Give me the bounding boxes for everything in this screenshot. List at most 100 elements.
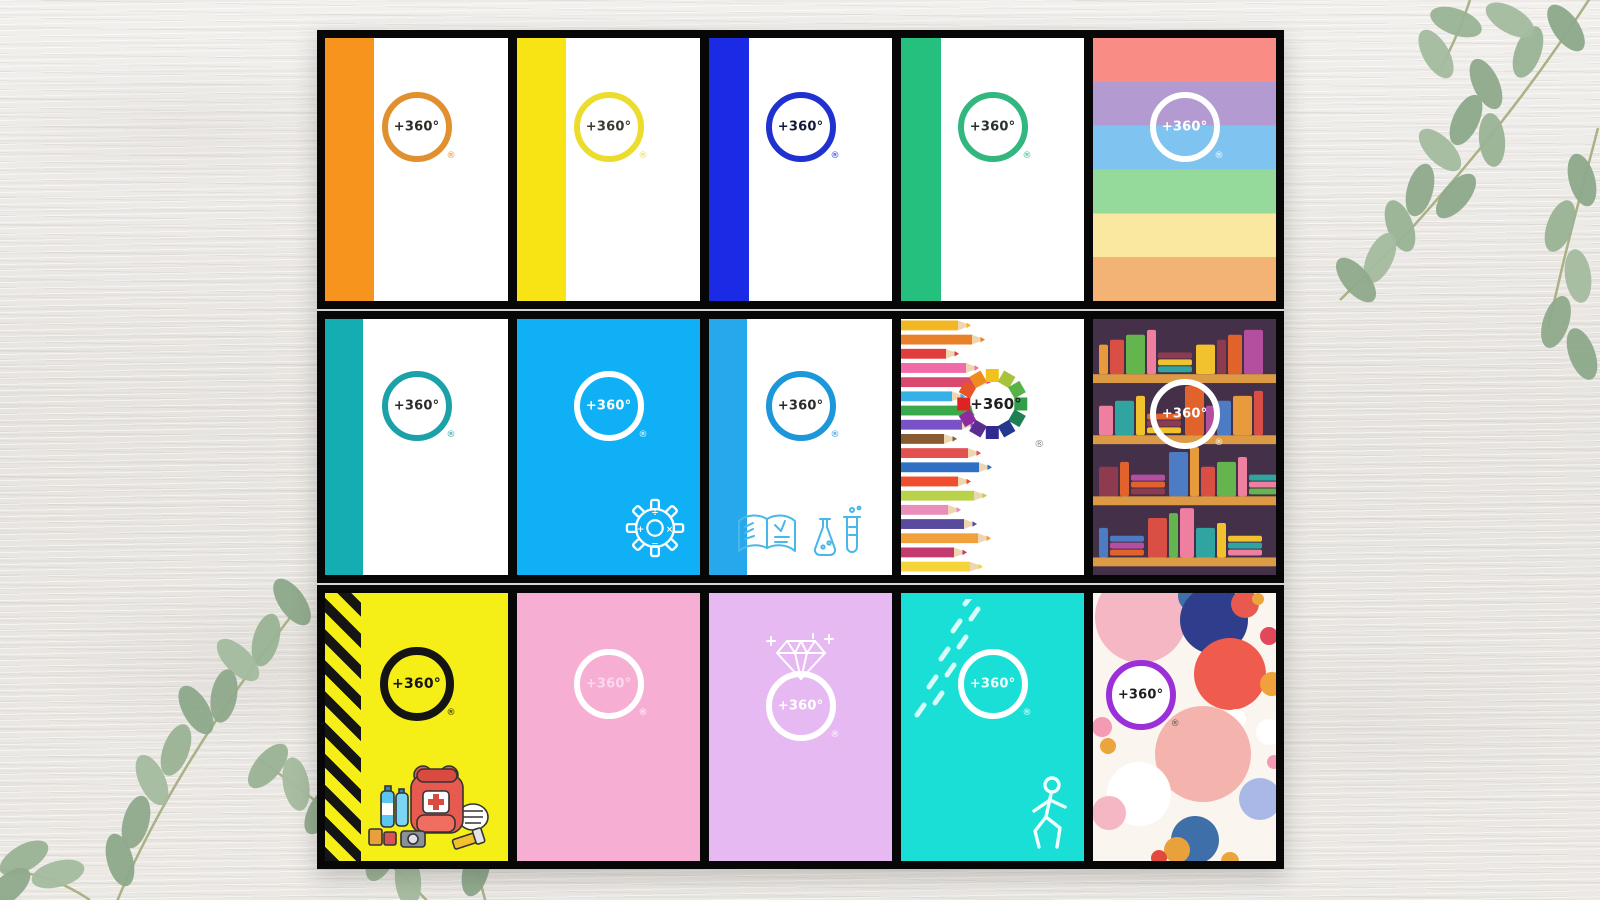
logo-text: +360° (585, 398, 632, 414)
bubble (1255, 719, 1276, 746)
bubble (1150, 850, 1167, 861)
color-bubbles-pattern (1093, 593, 1276, 861)
cover-diamond-ring: +360° ® (709, 593, 892, 861)
logo-text: +360° (969, 676, 1016, 692)
svg-text:+: + (637, 525, 644, 535)
bubble (1094, 593, 1187, 664)
registered-mark: ® (446, 151, 456, 162)
cover-school-subjects: +360° ® (709, 318, 892, 576)
bubble (1221, 852, 1240, 861)
plus360-logo: +360° ® (381, 371, 456, 442)
plus360-logo: +360° ® (1105, 659, 1180, 730)
spine-stripe (901, 38, 942, 301)
row-separator (317, 579, 1284, 589)
spine-stripe (709, 38, 750, 301)
cover-plain-pink: +360° ® (517, 593, 700, 861)
registered-mark: ® (1170, 718, 1180, 729)
bubble (1251, 593, 1264, 605)
plus360-logo: +360° ® (1149, 378, 1224, 449)
spine-stripe (325, 318, 364, 576)
logo-text: +360° (969, 119, 1016, 135)
logo-text: +360° (585, 119, 632, 135)
logo-text: +360° (1161, 406, 1208, 422)
plus360-logo: +360° ® (765, 371, 840, 442)
book-and-science-icon (738, 505, 862, 557)
cover-emergency-kit: +360° ® (325, 593, 508, 861)
cover-rainbow: +360° ® (1093, 38, 1276, 301)
registered-mark: ® (830, 151, 840, 162)
cover-row-3: +360° ® +360° ® +360° ® +360° ® +3 (317, 589, 1284, 865)
math-gear-icon: ÷ = + × (625, 498, 685, 558)
plus360-logo: +360° ® (957, 649, 1032, 720)
cover-yellow-spine: +360° ® (517, 38, 700, 301)
bubble (1194, 637, 1267, 710)
bubble (1154, 705, 1251, 802)
logo-text: +360° (777, 119, 824, 135)
hazard-stripes (325, 593, 361, 861)
svg-text:×: × (666, 525, 673, 535)
registered-mark: ® (830, 430, 840, 441)
registered-mark: ® (638, 708, 648, 719)
plus360-logo: +360° ® (957, 92, 1032, 163)
footprints-icon (914, 599, 981, 718)
cover-walking: +360° ® (901, 593, 1084, 861)
plus360-logo: +360° ® (573, 92, 648, 163)
registered-mark: ® (830, 729, 840, 740)
plus360-logo: +360° ® (765, 670, 840, 741)
walking-person-icon (1032, 776, 1067, 849)
spine-stripe (325, 38, 375, 301)
diamond-icon (765, 632, 834, 680)
registered-mark: ® (1022, 708, 1032, 719)
cover-teal-spine: +360° ® (325, 318, 508, 576)
registered-mark: ® (446, 708, 456, 719)
bubble (1164, 837, 1191, 861)
logo-text: +360° (970, 394, 1022, 413)
cover-green-spine: +360° ® (901, 38, 1084, 301)
logo-text: +360° (777, 398, 824, 414)
logo-text: +360° (393, 398, 440, 414)
cover-bookshelf: +360° ® (1093, 318, 1276, 576)
plus360-logo: +360° ® (765, 92, 840, 163)
plus360-logo: +360° ® (573, 371, 648, 442)
cover-colored-pencils: +360° ® (901, 318, 1084, 576)
cover-row-1: +360° ® +360° ® +360° ® +360° ® +360° ® (317, 34, 1284, 305)
bubble (1267, 754, 1276, 769)
plus360-color-wheel-logo: +360° ® (948, 360, 1044, 450)
cover-orange-spine: +360° ® (325, 38, 508, 301)
registered-mark: ® (638, 151, 648, 162)
colored-pencils-icon (901, 320, 992, 572)
logo-text: +360° (1117, 687, 1164, 703)
spine-stripe (709, 318, 748, 576)
row-separator (317, 305, 1284, 315)
logo-text: +360° (777, 698, 824, 714)
plus360-logo: +360° ® (1149, 92, 1224, 163)
bubble (1099, 737, 1116, 754)
registered-mark: ® (1214, 437, 1224, 448)
spine-stripe (517, 38, 567, 301)
logo-text: +360° (392, 676, 441, 693)
registered-mark: ® (1214, 151, 1224, 162)
logo-text: +360° (585, 676, 632, 692)
plus360-logo: +360° ® (379, 647, 456, 722)
logo-text: +360° (393, 119, 440, 135)
bubble (1259, 627, 1276, 646)
cover-color-bubbles: +360° ® (1093, 593, 1276, 861)
registered-mark: ® (1034, 438, 1045, 450)
svg-text:÷: ÷ (651, 509, 658, 519)
logo-text: +360° (1161, 119, 1208, 135)
registered-mark: ® (1022, 151, 1032, 162)
registered-mark: ® (446, 430, 456, 441)
registered-mark: ® (638, 430, 648, 441)
bubble (1238, 778, 1276, 821)
cover-collage-board: +360° ® +360° ® +360° ® +360° ® +360° ® +360°… (317, 30, 1284, 869)
emergency-backpack-icon (368, 765, 489, 850)
plus360-logo: +360° ® (381, 92, 456, 163)
cover-math: ÷ = + × +360° ® (517, 318, 700, 576)
cover-blue-spine: +360° ® (709, 38, 892, 301)
svg-text:=: = (651, 541, 658, 551)
bubble (1093, 717, 1113, 738)
bubble (1260, 672, 1276, 697)
color-wheel-icon (957, 368, 1028, 439)
plus360-logo: +360° ® (573, 649, 648, 720)
cover-row-2: +360° ® ÷ = + × +360° ® +360° ® +360° ® (317, 315, 1284, 579)
